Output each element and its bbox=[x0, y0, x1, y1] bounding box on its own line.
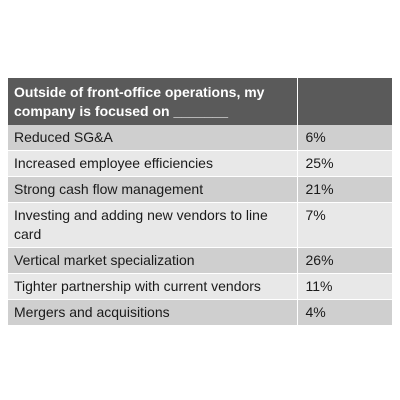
table-header-row: Outside of front-office operations, my c… bbox=[8, 78, 392, 125]
row-label: Vertical market specialization bbox=[8, 247, 298, 274]
row-label: Tighter partnership with current vendors bbox=[8, 273, 298, 300]
row-label: Investing and adding new vendors to line… bbox=[8, 202, 298, 248]
question-header: Outside of front-office operations, my c… bbox=[8, 78, 298, 125]
row-label: Reduced SG&A bbox=[8, 125, 298, 151]
survey-results-table: Outside of front-office operations, my c… bbox=[8, 78, 392, 326]
table-row: Reduced SG&A 6% bbox=[8, 125, 392, 151]
row-label: Strong cash flow management bbox=[8, 176, 298, 203]
row-percent: 25% bbox=[297, 150, 392, 177]
row-percent: 21% bbox=[297, 176, 392, 203]
row-percent: 6% bbox=[297, 125, 392, 151]
table-row: Strong cash flow management 21% bbox=[8, 176, 392, 203]
row-percent: 7% bbox=[297, 202, 392, 248]
percent-header bbox=[297, 78, 392, 125]
table-row: Vertical market specialization 26% bbox=[8, 247, 392, 274]
row-percent: 26% bbox=[297, 247, 392, 274]
table-row: Tighter partnership with current vendors… bbox=[8, 273, 392, 300]
row-percent: 11% bbox=[297, 273, 392, 300]
row-label: Increased employee efficiencies bbox=[8, 150, 298, 177]
table-row: Investing and adding new vendors to line… bbox=[8, 202, 392, 248]
row-percent: 4% bbox=[297, 299, 392, 326]
table-row: Increased employee efficiencies 25% bbox=[8, 150, 392, 177]
table-row: Mergers and acquisitions 4% bbox=[8, 299, 392, 326]
row-label: Mergers and acquisitions bbox=[8, 299, 298, 326]
